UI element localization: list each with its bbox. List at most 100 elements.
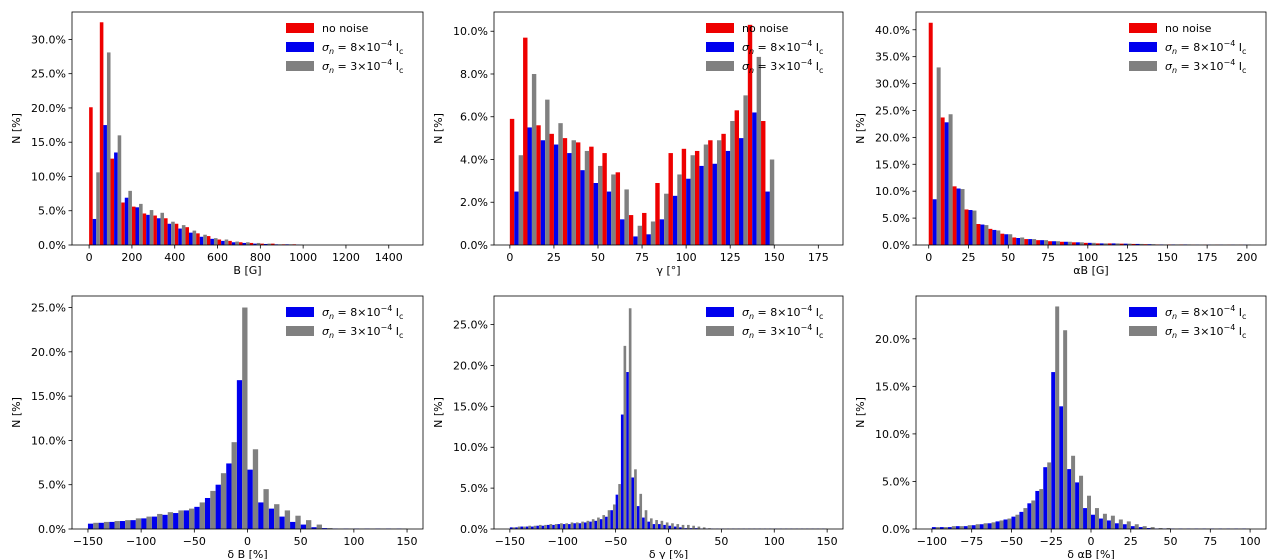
bar-noise_high-15 xyxy=(716,140,722,245)
bar-no_noise-8 xyxy=(174,223,179,245)
y-tick-label: 5.0% xyxy=(882,475,910,488)
bar-noise_high-10 xyxy=(1015,514,1020,529)
bar-noise_high-2 xyxy=(960,189,965,245)
bar-no_noise-8 xyxy=(615,172,621,245)
legend-entry-noise_low: σn = 8×10−4 Ic xyxy=(322,304,403,321)
bar-noise_low-13 xyxy=(226,463,232,529)
x-tick-label: −100 xyxy=(548,535,578,548)
bar-noise_low-10 xyxy=(194,506,200,529)
bar-noise_low-27 xyxy=(1146,528,1151,529)
bar-no_noise-6 xyxy=(589,146,594,245)
bar-no_noise-4 xyxy=(562,138,568,245)
bar-noise_low-1 xyxy=(527,127,532,245)
bar-noise_low-21 xyxy=(311,527,317,529)
legend-entry-no_noise: no noise xyxy=(1165,22,1212,35)
bar-noise_high-17 xyxy=(1139,243,1144,245)
bar-no_noise-6 xyxy=(153,215,157,245)
y-tick-label: 20.0% xyxy=(31,102,66,115)
bar-noise_low-17 xyxy=(1135,243,1140,245)
y-tick-label: 10.0% xyxy=(875,185,910,198)
bar-noise_high-17 xyxy=(1071,455,1076,529)
bar-noise_high-27 xyxy=(1150,527,1155,529)
bar-noise_low-19 xyxy=(1083,508,1088,529)
legend-swatch-noise_high xyxy=(1129,61,1157,71)
y-tick-label: 20.0% xyxy=(875,131,910,144)
bar-noise_high-11 xyxy=(664,193,669,245)
bar-noise_high-9 xyxy=(637,225,643,245)
bar-noise_low-9 xyxy=(1003,519,1008,529)
bar-noise_high-0 xyxy=(936,67,941,245)
legend: no noise σn = 8×10−4 Ic σn = 3×10−4 Ic xyxy=(286,22,403,75)
x-tick-label: 100 xyxy=(676,251,697,264)
bar-noise_high-3 xyxy=(558,123,563,245)
axes-frame xyxy=(71,11,424,246)
bar-noise_high-23 xyxy=(634,469,637,529)
x-tick-label: 125 xyxy=(720,251,741,264)
bar-noise_high-6 xyxy=(1008,234,1013,245)
bar-noise_high-15 xyxy=(1115,243,1120,245)
y-tick-label: 6.0% xyxy=(460,111,488,124)
bar-noise_high-10 xyxy=(565,523,569,529)
x-tick-label: −50 xyxy=(1000,535,1023,548)
bar-noise_high-8 xyxy=(554,524,558,529)
legend-entry-noise_low: σn = 8×10−4 Ic xyxy=(742,304,823,321)
y-tick-label: 2.0% xyxy=(460,196,488,209)
bar-noise_high-30 xyxy=(671,523,674,529)
bar-noise_high-5 xyxy=(584,150,590,245)
x-tick-label: 200 xyxy=(1236,251,1257,264)
bar-noise_low-21 xyxy=(1098,518,1103,529)
y-tick-label: 40.0% xyxy=(875,24,910,37)
bar-noise_low-14 xyxy=(1043,467,1048,529)
bar-noise_low-15 xyxy=(589,521,592,529)
y-tick-label: 8.0% xyxy=(460,68,488,81)
bar-no_noise-18 xyxy=(747,24,753,245)
bar-noise_low-4 xyxy=(135,207,140,245)
bar-noise_low-5 xyxy=(971,525,976,529)
y-tick-label: 0.0% xyxy=(38,523,66,536)
bar-noise_low-7 xyxy=(1016,238,1021,245)
bar-noise_low-12 xyxy=(1075,242,1080,245)
bar-noise_low-8 xyxy=(178,228,182,245)
legend-swatch-noise_high xyxy=(1129,326,1157,336)
bar-noise_high-13 xyxy=(235,241,239,245)
bar-noise_high-29 xyxy=(1166,528,1171,529)
bar-noise_high-5 xyxy=(146,516,152,529)
bar-noise_high-21 xyxy=(316,524,322,529)
bar-noise_high-12 xyxy=(1079,242,1084,245)
bar-noise_low-8 xyxy=(995,521,1000,529)
bar-noise_low-5 xyxy=(146,214,150,245)
bar-noise_low-18 xyxy=(752,112,757,245)
bar-noise_low-10 xyxy=(199,236,204,245)
bar-noise_low-3 xyxy=(124,197,129,245)
bar-noise_high-10 xyxy=(199,502,205,529)
bar-noise_high-16 xyxy=(267,243,272,245)
y-axis-label: N [%] xyxy=(10,113,23,144)
bar-noise_high-2 xyxy=(117,135,122,245)
bar-no_noise-9 xyxy=(1036,240,1041,245)
bar-no_noise-13 xyxy=(228,240,232,245)
bar-noise_high-6 xyxy=(544,524,547,529)
bar-noise_low-3 xyxy=(553,144,559,245)
legend-swatch-noise_low xyxy=(706,307,734,317)
bar-noise_high-15 xyxy=(252,449,259,529)
y-axis-label: N [%] xyxy=(432,397,445,428)
x-tick-label: −150 xyxy=(73,535,103,548)
x-tick-label: 175 xyxy=(808,251,829,264)
bar-noise_high-4 xyxy=(984,225,989,245)
y-tick-label: 25.0% xyxy=(31,68,66,81)
bar-noise_low-21 xyxy=(620,414,624,529)
bar-noise_high-4 xyxy=(135,518,142,529)
y-tick-label: 4.0% xyxy=(460,153,488,166)
chart-panel-1: 0.0% 5.0% 10.0% 15.0% 20.0% 25.0% 30.0% 0 200 400… xyxy=(10,11,424,277)
bar-noise_low-17 xyxy=(1067,469,1072,529)
bar-noise_high-14 xyxy=(586,520,590,529)
bar-noise_low-15 xyxy=(712,163,717,245)
y-axis-label: N [%] xyxy=(432,113,445,144)
legend-swatch-noise_high xyxy=(706,326,734,336)
x-axis-label: B [G] xyxy=(233,264,261,277)
bar-noise_high-11 xyxy=(213,238,218,245)
bar-noise_high-1 xyxy=(531,73,537,246)
bar-noise_low-2 xyxy=(947,527,952,529)
bar-noise_low-19 xyxy=(610,510,613,529)
bar-noise_high-37 xyxy=(708,528,711,529)
